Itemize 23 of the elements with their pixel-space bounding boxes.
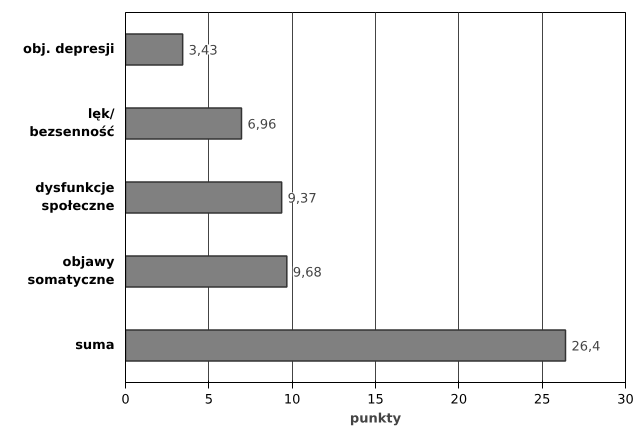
x-axis-title: punkty [350, 412, 402, 426]
y-tick-label: suma [75, 338, 114, 353]
x-tick-label: 10 [284, 392, 300, 408]
x-tick-label: 5 [204, 392, 213, 408]
y-tick-label: lęk/ bezsenność [29, 107, 115, 140]
x-tick-label: 30 [617, 392, 634, 408]
y-tick-label: dysfunkcje społeczne [35, 181, 115, 214]
x-tick-label: 0 [121, 392, 130, 408]
data-label: 3,43 [188, 44, 218, 58]
data-label: 9,68 [292, 266, 322, 280]
bar [126, 329, 566, 362]
x-tick-label: 25 [534, 392, 550, 408]
y-tick-label: obj. depresji [23, 42, 115, 57]
bar [126, 33, 184, 66]
data-label: 6,96 [248, 118, 276, 132]
data-label: 26,4 [572, 340, 600, 354]
x-tick-label: 20 [450, 392, 468, 408]
x-tick-label: 15 [367, 392, 384, 408]
bar [126, 181, 282, 214]
bar [126, 107, 242, 140]
bar [126, 255, 288, 288]
data-label: 9,37 [288, 192, 317, 206]
y-tick-label: objawy somatyczne [27, 255, 116, 288]
